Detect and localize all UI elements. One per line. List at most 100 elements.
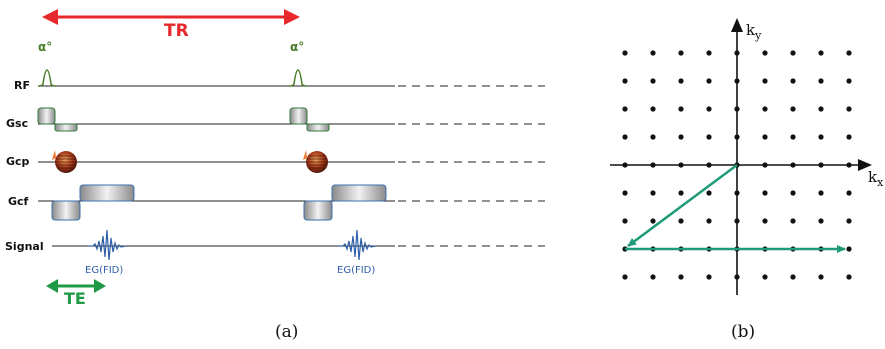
- k-space-point: [706, 162, 712, 168]
- k-space-point: [734, 78, 740, 84]
- gsc-lobes-2: [289, 107, 330, 132]
- row-label-gcp: Gcp: [6, 155, 30, 168]
- k-space-point: [846, 246, 852, 252]
- k-space-point: [818, 78, 824, 84]
- k-space-point: [734, 274, 740, 280]
- k-space-point: [678, 218, 684, 224]
- flip-angle-label-1: α°: [38, 40, 53, 54]
- k-space-point: [846, 78, 852, 84]
- ky-axis-arrowhead: [731, 18, 743, 32]
- gcf-lobes-2: [303, 184, 387, 221]
- row-label-gcf: Gcf: [8, 195, 29, 208]
- k-space-point: [762, 78, 768, 84]
- k-space-point: [678, 50, 684, 56]
- k-space-point: [706, 78, 712, 84]
- k-space-point: [846, 106, 852, 112]
- k-space-point: [790, 218, 796, 224]
- k-space-point: [622, 134, 628, 140]
- rf-pulse-1: [37, 69, 57, 87]
- k-space-point: [734, 106, 740, 112]
- row-label-gsc: Gsc: [6, 117, 29, 130]
- trajectory-diagonal-arrow: [627, 163, 738, 248]
- k-space-point: [706, 218, 712, 224]
- k-space-point: [706, 50, 712, 56]
- rf-pulse-2: [288, 69, 308, 87]
- echo-label-1: EG(FID): [85, 265, 124, 276]
- k-space-point: [790, 50, 796, 56]
- row-label-signal: Signal: [5, 240, 44, 253]
- k-space-point: [762, 106, 768, 112]
- k-space-point: [650, 50, 656, 56]
- k-space-point: [706, 106, 712, 112]
- k-space-point: [678, 190, 684, 196]
- ky-subscript: y: [755, 29, 762, 42]
- gsc-lobes-1: [37, 107, 78, 132]
- kx-axis-label: kx: [868, 168, 883, 189]
- k-space-point: [622, 190, 628, 196]
- k-space-point: [846, 134, 852, 140]
- ky-letter: k: [746, 21, 756, 39]
- k-space-point: [846, 162, 852, 168]
- k-space-point: [762, 190, 768, 196]
- flip-angle-label-2: α°: [290, 40, 305, 54]
- echo-signal-1: [88, 229, 127, 261]
- k-space-point: [790, 190, 796, 196]
- kx-subscript: x: [877, 176, 884, 189]
- k-space-point: [706, 274, 712, 280]
- k-space-point: [734, 134, 740, 140]
- k-space-point: [622, 162, 628, 168]
- k-space-point: [790, 162, 796, 168]
- k-space-point: [762, 50, 768, 56]
- k-space-point: [622, 50, 628, 56]
- k-space-point: [762, 274, 768, 280]
- k-space-point: [678, 78, 684, 84]
- k-space-point: [790, 274, 796, 280]
- k-space-point: [762, 218, 768, 224]
- k-space-point: [846, 190, 852, 196]
- k-space-point: [678, 274, 684, 280]
- ky-axis-label: ky: [746, 21, 761, 42]
- k-space-point: [846, 218, 852, 224]
- k-space-point: [622, 218, 628, 224]
- echo-signal-2: [338, 229, 377, 261]
- te-arrow: [46, 279, 106, 293]
- caption-b: (b): [731, 322, 756, 342]
- k-space-point: [818, 218, 824, 224]
- k-space-point: [818, 134, 824, 140]
- k-space-point: [818, 274, 824, 280]
- k-space-point: [762, 162, 768, 168]
- k-space-point: [622, 274, 628, 280]
- k-space-point: [622, 106, 628, 112]
- gcp-phase-table-1: [52, 150, 77, 173]
- k-space-point: [650, 274, 656, 280]
- k-space-point: [790, 106, 796, 112]
- gcp-phase-table-2: [303, 150, 328, 173]
- k-space-point: [846, 274, 852, 280]
- k-space-point: [706, 190, 712, 196]
- k-space-axes: [610, 28, 862, 295]
- tr-arrow: [42, 9, 300, 25]
- k-space-point: [706, 134, 712, 140]
- k-space-point: [678, 134, 684, 140]
- tr-label: TR: [164, 21, 189, 41]
- gcf-lobes-1: [51, 184, 135, 221]
- k-space-point: [734, 218, 740, 224]
- te-label: TE: [64, 289, 86, 308]
- kx-axis-arrowhead: [858, 159, 872, 171]
- k-space-point: [650, 134, 656, 140]
- k-space-point: [790, 134, 796, 140]
- caption-a: (a): [275, 322, 299, 342]
- k-space-point: [818, 106, 824, 112]
- k-space-point: [818, 162, 824, 168]
- k-space-point: [734, 50, 740, 56]
- k-space-point: [678, 106, 684, 112]
- k-space-point: [678, 162, 684, 168]
- k-space-point: [734, 190, 740, 196]
- k-space-point: [622, 78, 628, 84]
- kx-letter: k: [868, 168, 878, 186]
- k-space-point: [650, 106, 656, 112]
- k-space-point: [650, 78, 656, 84]
- k-space-point: [846, 50, 852, 56]
- k-space-point: [762, 134, 768, 140]
